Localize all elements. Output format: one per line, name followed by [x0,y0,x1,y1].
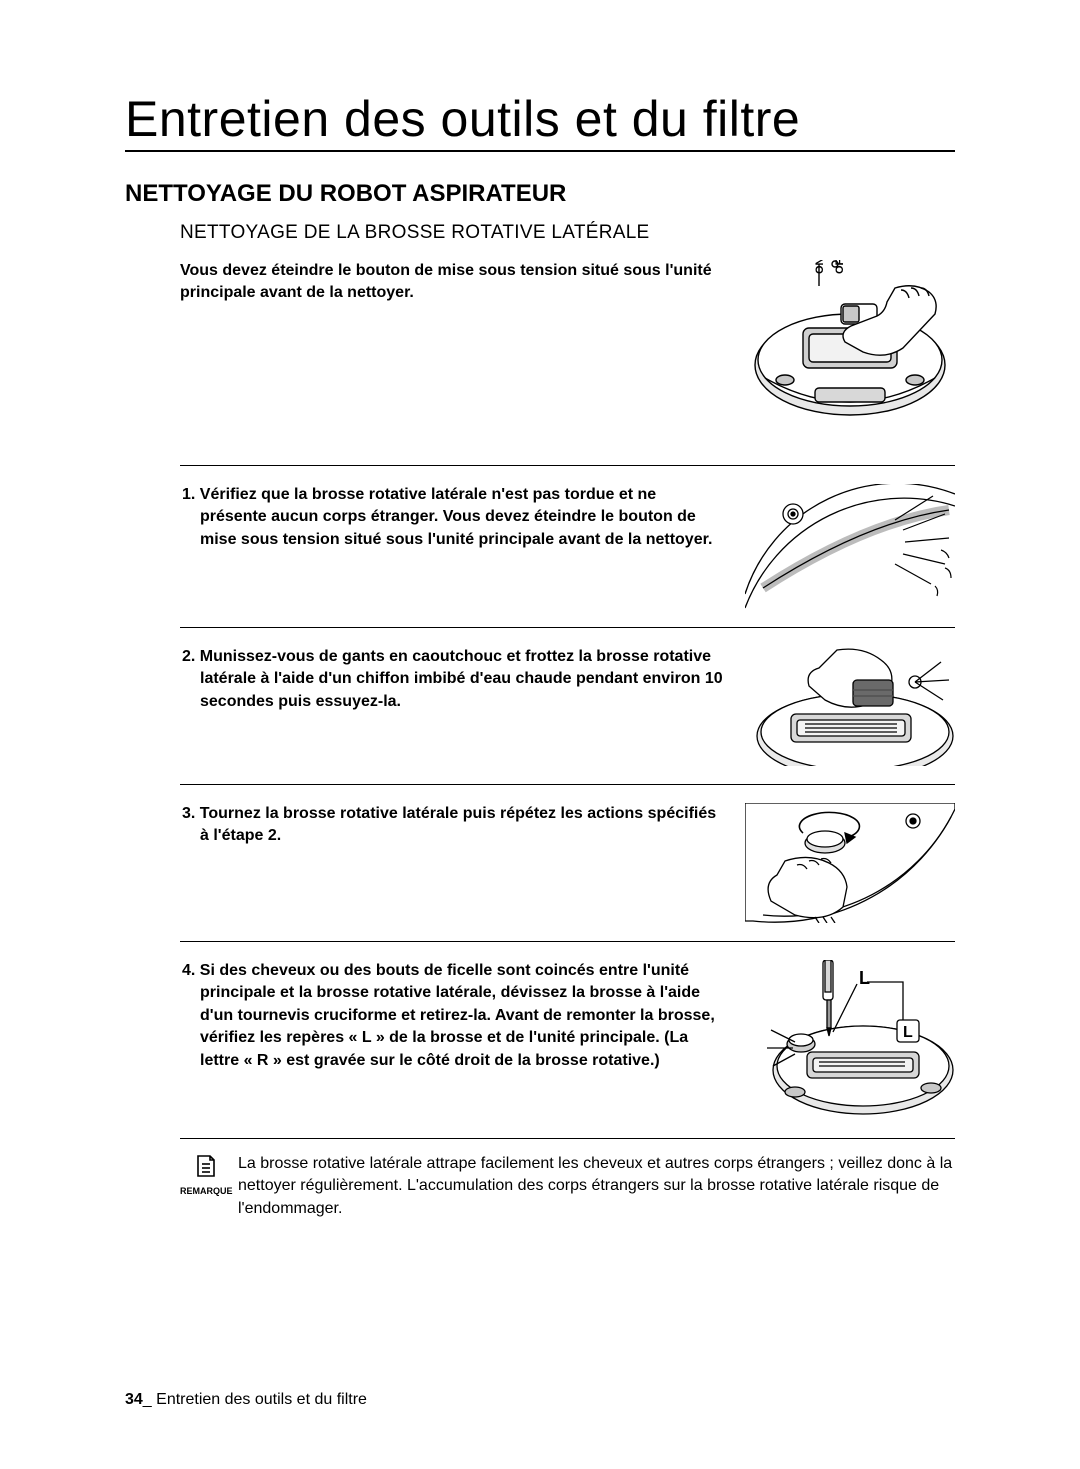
step-text: 3. Tournez la brosse rotative latérale p… [198,803,745,848]
intro-figure: ON OFF [745,260,955,425]
step-figure-3 [745,803,955,923]
page-footer: 34_ Entretien des outils et du filtre [125,1391,367,1409]
note-icon [194,1153,218,1184]
step-row: 1. Vérifiez que la brosse rotative latér… [180,465,955,628]
step-figure-4: L L [745,960,955,1120]
section-heading: NETTOYAGE DU ROBOT ASPIRATEUR [125,180,955,208]
note-text: La brosse rotative latérale attrape faci… [238,1153,955,1220]
step-figure-1 [745,484,955,609]
step-row: 3. Tournez la brosse rotative latérale p… [180,785,955,942]
intro-text: Vous devez éteindre le bouton de mise so… [180,260,745,303]
note-row: REMARQUE La brosse rotative latérale att… [180,1153,955,1220]
switch-on-label: ON [814,260,826,274]
intro-row: Vous devez éteindre le bouton de mise so… [180,260,955,425]
note-icon-col: REMARQUE [180,1153,232,1196]
l-label-box: L [903,1024,913,1041]
step-text: 1. Vérifiez que la brosse rotative latér… [198,484,745,551]
l-label-upper: L [859,968,870,988]
step-row: 4. Si des cheveux ou des bouts de ficell… [180,942,955,1139]
footer-text: _ Entretien des outils et du filtre [143,1391,367,1408]
step-text: 4. Si des cheveux ou des bouts de ficell… [198,960,745,1072]
step-figure-2 [745,646,955,766]
page-title: Entretien des outils et du filtre [125,90,955,152]
step-text: 2. Munissez-vous de gants en caoutchouc … [198,646,745,713]
steps-list: 1. Vérifiez que la brosse rotative latér… [180,465,955,1139]
page-number: 34 [125,1391,143,1408]
sub-heading: NETTOYAGE DE LA BROSSE ROTATIVE LATÉRALE [180,222,955,244]
step-row: 2. Munissez-vous de gants en caoutchouc … [180,628,955,785]
note-label: REMARQUE [180,1186,232,1196]
